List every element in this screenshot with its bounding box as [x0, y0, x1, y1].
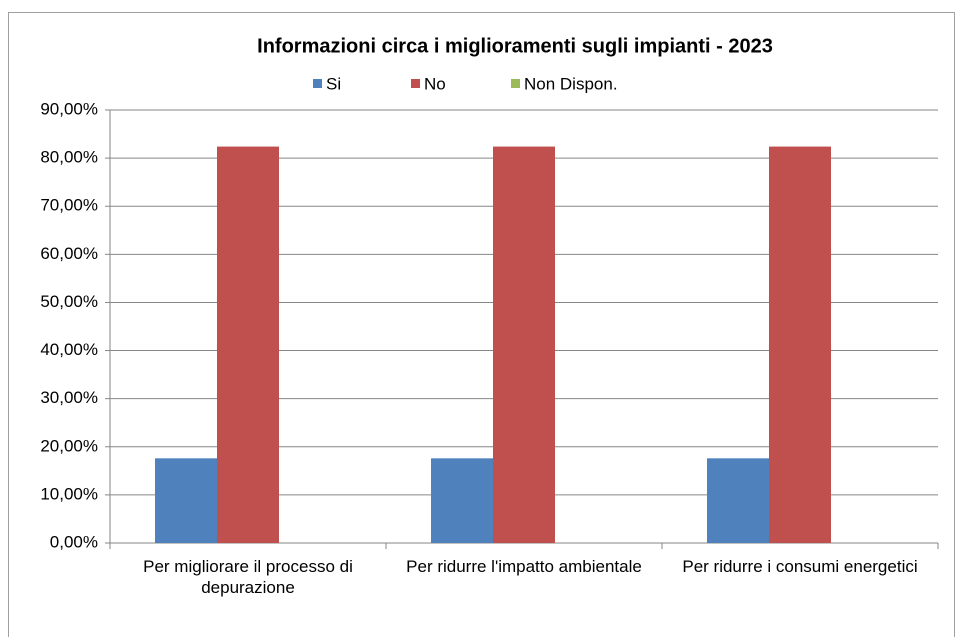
y-tick-label: 60,00% [40, 244, 98, 263]
x-tick-label: Per ridurre i consumi energetici [682, 557, 918, 576]
x-tick-label: Per migliorare il processo di depurazion… [143, 557, 353, 597]
y-tick-label: 0,00% [50, 532, 98, 551]
bar [155, 458, 218, 543]
bar [707, 458, 770, 543]
legend-label: Non Dispon. [524, 74, 618, 93]
bar [431, 458, 494, 543]
y-tick-label: 10,00% [40, 484, 98, 503]
chart-title: Informazioni circa i miglioramenti sugli… [257, 35, 773, 57]
y-tick-label: 50,00% [40, 292, 98, 311]
y-tick-label: 70,00% [40, 196, 98, 215]
legend-swatch [511, 79, 520, 88]
legend-swatch [411, 79, 420, 88]
y-tick-label: 30,00% [40, 388, 98, 407]
legend-swatch [313, 79, 322, 88]
y-tick-label: 90,00% [40, 99, 98, 118]
y-tick-label: 40,00% [40, 340, 98, 359]
y-tick-label: 80,00% [40, 148, 98, 167]
x-tick-label: Per ridurre l'impatto ambientale [406, 557, 642, 576]
bar [493, 146, 555, 543]
legend-label: Si [326, 74, 341, 93]
bar [769, 146, 831, 543]
bar [217, 146, 279, 543]
y-tick-label: 20,00% [40, 436, 98, 455]
legend-label: No [424, 74, 446, 93]
